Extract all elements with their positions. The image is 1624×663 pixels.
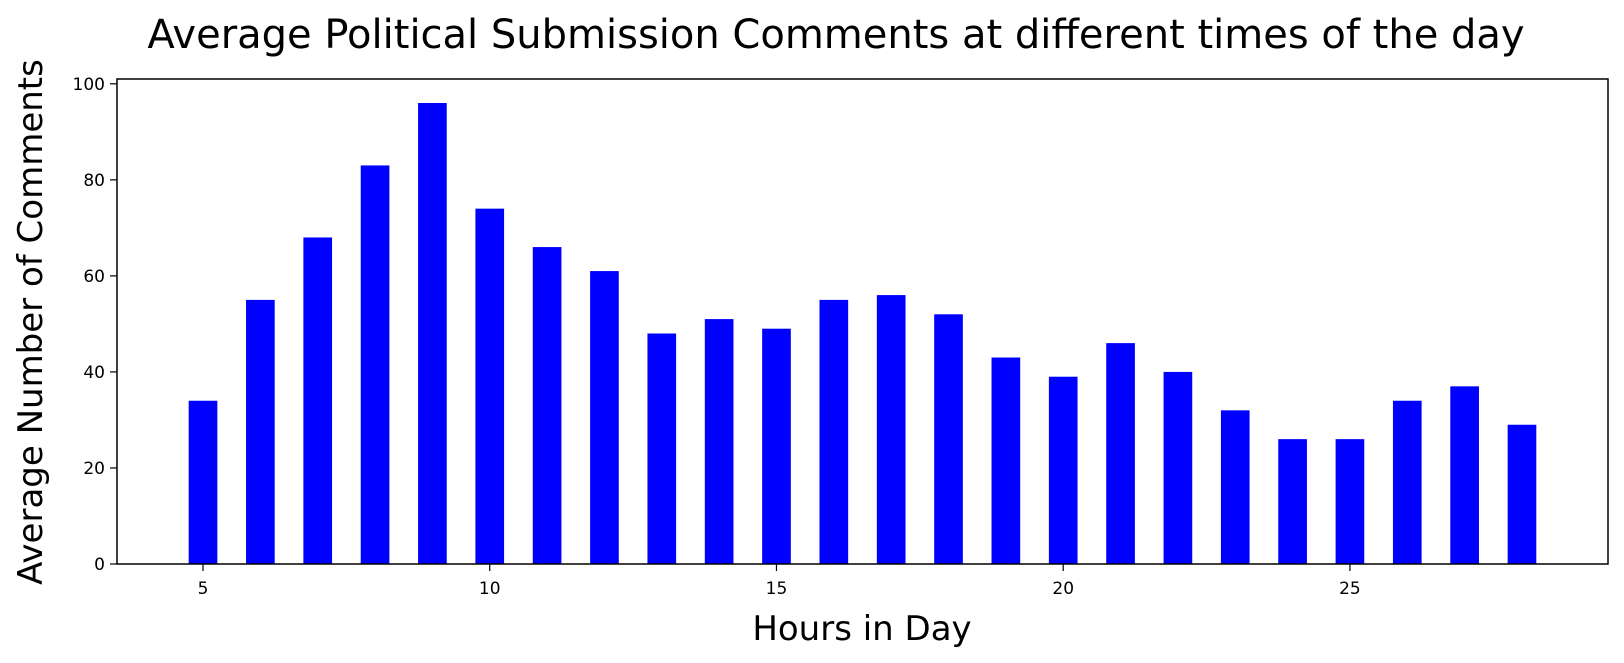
bar-hour-27 (1450, 386, 1479, 564)
y-axis-label: Average Number of Comments (11, 59, 51, 585)
bar-hour-13 (647, 333, 677, 564)
x-axis-ticks: 5 10 15 20 25 (198, 564, 1361, 599)
bar-hour-7 (303, 237, 333, 564)
bar-hour-10 (475, 208, 505, 564)
bar-hour-22 (1163, 371, 1193, 564)
bar-hour-20 (1048, 376, 1078, 564)
plot-area-frame (116, 78, 1609, 565)
bar-hour-5 (188, 400, 218, 564)
bar-hour-9 (418, 103, 447, 564)
y-tick-label: 20 (83, 459, 105, 479)
bars-group (188, 103, 1537, 564)
bar-hour-6 (246, 299, 275, 564)
chart-title: Average Political Submission Comments at… (147, 12, 1524, 58)
x-tick-label: 15 (766, 579, 788, 599)
y-tick-label: 0 (94, 555, 105, 575)
bar-hour-21 (1106, 343, 1135, 564)
bar-hour-15 (762, 328, 791, 564)
bar-hour-25 (1335, 439, 1365, 564)
bar-hour-17 (876, 295, 906, 564)
y-tick-label: 100 (73, 75, 105, 95)
x-tick-label: 25 (1339, 579, 1361, 599)
x-axis-label: Hours in Day (752, 609, 971, 649)
bar-hour-24 (1278, 439, 1307, 564)
y-tick-label: 40 (83, 363, 105, 383)
y-tick-label: 80 (83, 171, 105, 191)
bar-hour-14 (704, 319, 734, 564)
bar-hour-28 (1507, 424, 1537, 564)
bar-hour-19 (991, 357, 1021, 564)
bar-hour-18 (934, 314, 963, 564)
x-tick-label: 20 (1052, 579, 1074, 599)
x-tick-label: 5 (198, 579, 209, 599)
bar-hour-8 (360, 165, 390, 564)
bar-hour-11 (532, 247, 562, 564)
y-tick-label: 60 (83, 267, 105, 287)
bar-hour-12 (590, 271, 619, 564)
bar-hour-26 (1392, 400, 1422, 564)
x-tick-label: 10 (479, 579, 501, 599)
bar-hour-23 (1220, 410, 1250, 564)
bar-hour-16 (819, 299, 849, 564)
y-axis-ticks: 0 20 40 60 80 100 (73, 75, 117, 575)
